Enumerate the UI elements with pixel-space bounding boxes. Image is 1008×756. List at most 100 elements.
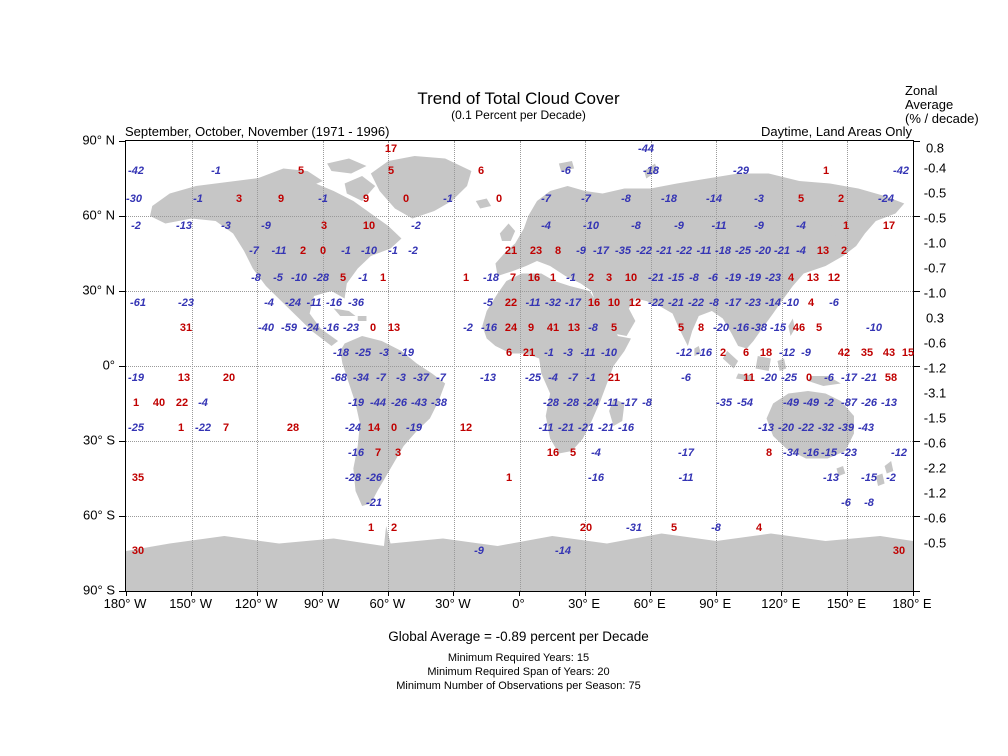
map-value: 20 <box>579 522 593 534</box>
map-value: 30 <box>131 545 145 557</box>
map-value: -29 <box>733 165 749 177</box>
lon-tick-label: 90° E <box>699 596 732 611</box>
map-value: 9 <box>527 322 535 334</box>
footer-note-3: Minimum Number of Observations per Seaso… <box>396 680 641 692</box>
map-value: -2 <box>411 220 421 232</box>
map-value: -3 <box>396 372 406 384</box>
map-value: 1 <box>549 272 557 284</box>
map-value: 10 <box>624 272 638 284</box>
lat-tick-mark <box>119 515 125 517</box>
map-value: -25 <box>128 422 144 434</box>
map-value: 15 <box>901 347 915 359</box>
zonal-average-value: -1.2 <box>923 485 947 501</box>
landmass-sakhalin <box>829 221 837 241</box>
map-value: -3 <box>563 347 573 359</box>
lat-tick-mark <box>119 140 125 142</box>
lat-tick-mark <box>119 290 125 292</box>
footer-notes: Minimum Required Years: 15 Minimum Requi… <box>125 651 912 693</box>
map-value: 21 <box>607 372 621 384</box>
lon-tick-label: 60° W <box>369 596 406 611</box>
map-value: 10 <box>607 297 621 309</box>
map-value: 8 <box>554 245 562 257</box>
map-value: -13 <box>480 372 496 384</box>
map-value: -13 <box>823 472 839 484</box>
map-value: 5 <box>339 272 347 284</box>
map-value: -20 <box>761 372 777 384</box>
map-value: 2 <box>299 245 307 257</box>
map-value: -6 <box>561 165 571 177</box>
map-value: 17 <box>882 220 896 232</box>
map-value: -1 <box>544 347 554 359</box>
map-value: -37 <box>413 372 429 384</box>
landmass-greenland <box>370 156 472 219</box>
map-value: 1 <box>822 165 830 177</box>
zonal-average-value: -0.5 <box>923 535 947 551</box>
map-value: -9 <box>801 347 811 359</box>
map-value: 5 <box>677 322 685 334</box>
zonal-header-line-1: Zonal <box>905 83 938 98</box>
map-value: -43 <box>858 422 874 434</box>
map-value: 13 <box>177 372 191 384</box>
lon-tick-mark <box>715 591 717 596</box>
map-value: -21 <box>366 497 382 509</box>
map-value: -11 <box>525 297 541 309</box>
lon-tick-label: 90° W <box>303 596 340 611</box>
map-value: -3 <box>754 193 764 205</box>
map-value: -15 <box>770 322 786 334</box>
map-value: -9 <box>261 220 271 232</box>
map-value: -1 <box>318 193 328 205</box>
map-value: -8 <box>588 322 598 334</box>
map-plot: 17 -44 -42 -1 5 5 6 -6 -18 -29 1 -42 -30 -1 3 9 -1 9 0 -1 0-… <box>119 140 920 596</box>
landmass-philippines <box>788 318 795 336</box>
map-value: -17 <box>565 297 581 309</box>
landmass-madagascar <box>609 398 625 426</box>
map-value: -21 <box>648 272 664 284</box>
map-value: 8 <box>765 447 773 459</box>
map-value: -7 <box>376 372 386 384</box>
landmass-java <box>735 373 754 381</box>
map-value: -4 <box>264 297 274 309</box>
landmass-britain <box>499 223 516 241</box>
landmass-arctic-islands-east <box>327 158 367 174</box>
map-value: -25 <box>781 372 797 384</box>
map-value: -19 <box>398 347 414 359</box>
map-value: -6 <box>708 272 718 284</box>
map-value: 42 <box>837 347 851 359</box>
lon-tick-mark <box>191 591 193 596</box>
map-value: -44 <box>370 397 386 409</box>
map-value: -8 <box>251 272 261 284</box>
map-value: -54 <box>737 397 753 409</box>
map-value: -16 <box>348 447 364 459</box>
map-value: -23 <box>178 297 194 309</box>
map-value: -13 <box>881 397 897 409</box>
map-value: 0 <box>805 372 813 384</box>
zonal-average-value: -1.2 <box>923 360 947 376</box>
zonal-header-line-3: (% / decade) <box>905 111 979 126</box>
map-value: 5 <box>797 193 805 205</box>
map-value: 2 <box>840 245 848 257</box>
map-value: 12 <box>459 422 473 434</box>
gridline-parallel <box>126 441 913 442</box>
map-value: -9 <box>474 545 484 557</box>
season-label: September, October, November (1971 - 199… <box>125 124 390 139</box>
map-value: -9 <box>576 245 586 257</box>
lat-tick-mark <box>119 215 125 217</box>
map-value: 2 <box>390 522 398 534</box>
map-value: 41 <box>546 322 560 334</box>
map-value: -8 <box>621 193 631 205</box>
map-value: 10 <box>362 220 376 232</box>
map-value: 5 <box>610 322 618 334</box>
map-value: -8 <box>864 497 874 509</box>
lon-tick-label: 60° E <box>633 596 666 611</box>
map-value: -23 <box>841 447 857 459</box>
lon-tick-mark <box>519 591 520 596</box>
map-value: 5 <box>387 165 395 177</box>
map-value: 0 <box>495 193 503 205</box>
map-value: 4 <box>807 297 815 309</box>
map-value: 1 <box>379 272 387 284</box>
map-value: 1 <box>462 272 470 284</box>
map-value: -19 <box>745 272 761 284</box>
map-value: 3 <box>394 447 402 459</box>
lon-tick-mark <box>584 591 586 596</box>
landmass-new-guinea <box>808 376 841 386</box>
